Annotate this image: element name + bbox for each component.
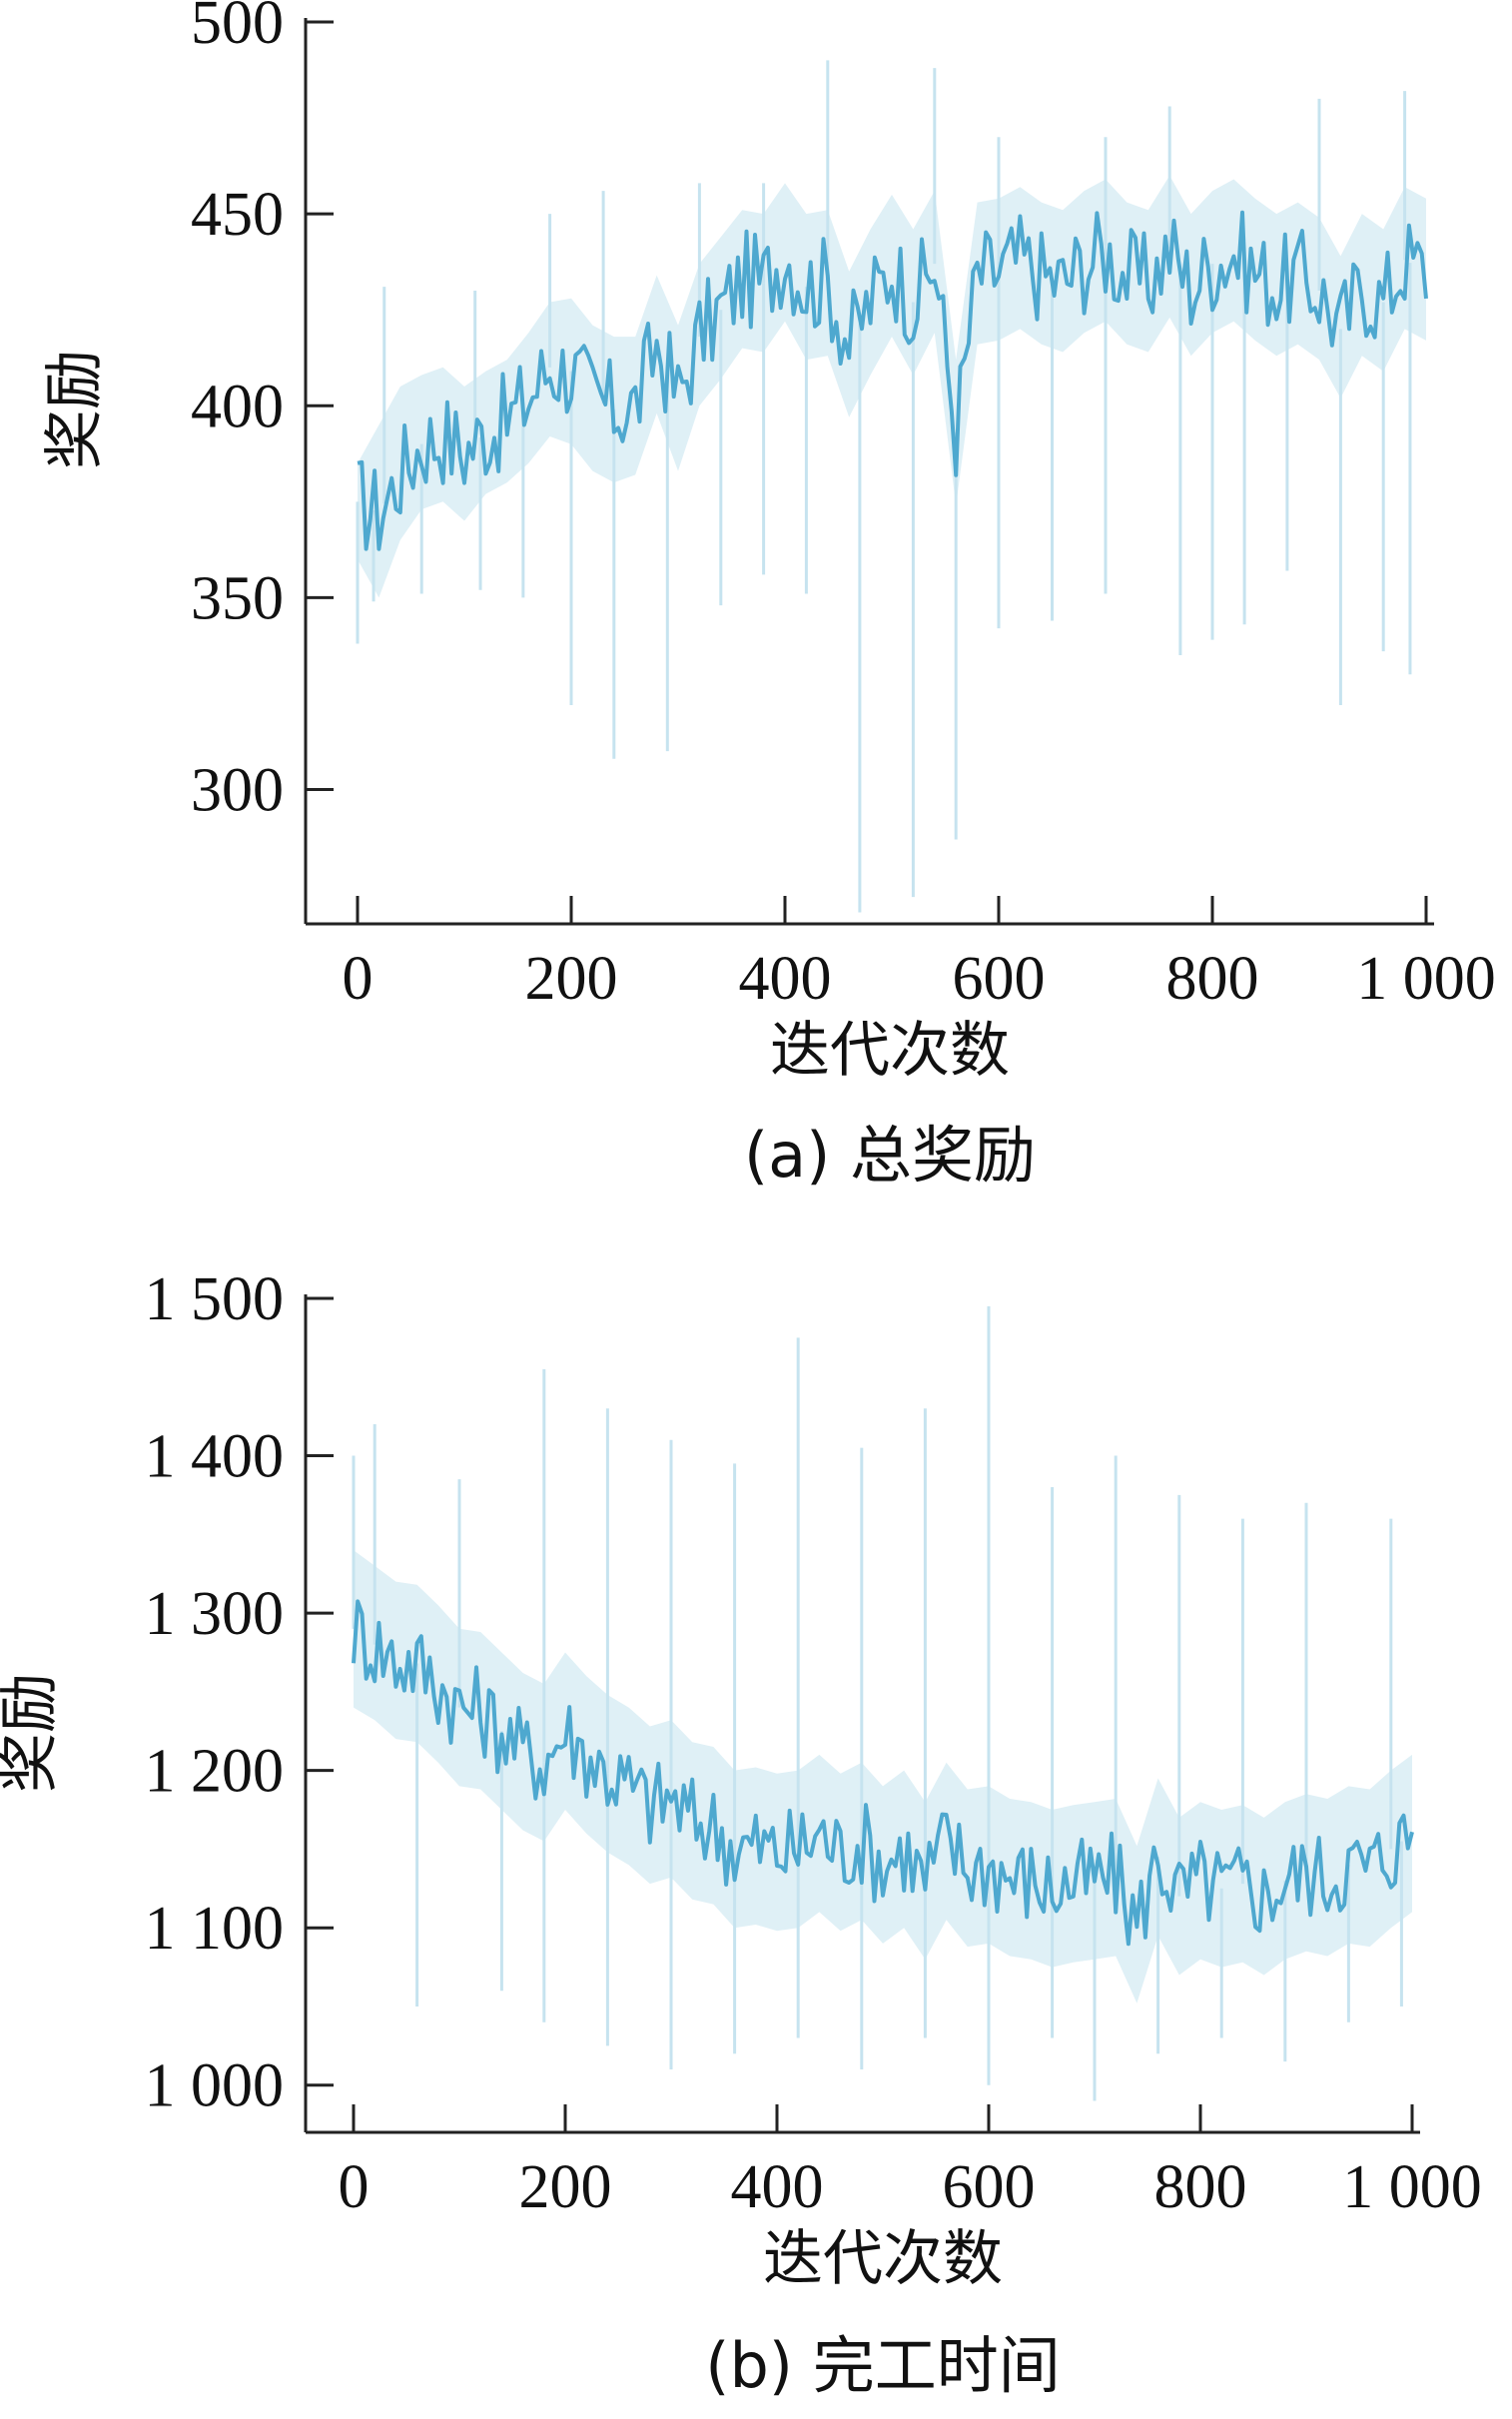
x-tick-label: 200 (519, 2153, 612, 2221)
x-axis-title: 迭代次数 (763, 2224, 1003, 2294)
y-axis-title: 奖励 (0, 1673, 65, 1793)
chart-total-reward: 300 350 400 450 500 0 200 400 600 800 1 000 奖励 迭代… (40, 0, 1496, 1192)
y-axis-title: 奖励 (40, 350, 110, 469)
raw-trace-lines (356, 60, 1412, 913)
y-tick-label: 350 (191, 564, 284, 632)
mean-reward-line (357, 210, 1428, 551)
x-tick-label: 400 (731, 2153, 824, 2221)
x-tick-label: 600 (943, 2153, 1036, 2221)
x-tick-label: 800 (1154, 2153, 1247, 2221)
y-tick-label: 450 (191, 181, 284, 249)
raw-trace-lines (352, 1305, 1403, 2101)
x-tick-label: 200 (525, 945, 618, 1013)
x-tick-label: 1 000 (1342, 2153, 1482, 2221)
y-tick-label: 1 500 (145, 1265, 285, 1333)
x-ticks: 0 200 400 600 800 1 000 (343, 896, 1496, 1013)
y-ticks: 300 350 400 450 500 (191, 0, 334, 825)
confidence-band (354, 1550, 1412, 2004)
x-tick-label: 800 (1166, 945, 1259, 1013)
y-tick-label: 500 (191, 0, 284, 57)
x-tick-label: 0 (343, 945, 374, 1013)
y-tick-label: 300 (191, 757, 284, 825)
y-tick-label: 1 400 (145, 1423, 285, 1491)
y-tick-label: 400 (191, 373, 284, 440)
x-tick-label: 600 (953, 945, 1046, 1013)
chart-completion-time: 1 000 1 100 1 200 1 300 1 400 1 500 0 200 400 60… (0, 1265, 1482, 2402)
mean-makespan-line (352, 1599, 1414, 1947)
y-tick-label: 1 300 (145, 1580, 285, 1648)
y-tick-label: 1 100 (145, 1895, 285, 1963)
caption-a: (a) 总奖励 (744, 1119, 1036, 1192)
x-tick-label: 400 (739, 945, 832, 1013)
y-ticks: 1 000 1 100 1 200 1 300 1 400 1 500 (145, 1265, 334, 2120)
x-ticks: 0 200 400 600 800 1 000 (339, 2104, 1482, 2221)
caption-b: (b) 完工时间 (705, 2329, 1060, 2402)
x-axis-title: 迭代次数 (770, 1016, 1010, 1086)
x-tick-label: 1 000 (1356, 945, 1496, 1013)
x-tick-label: 0 (339, 2153, 370, 2221)
y-tick-label: 1 200 (145, 1738, 285, 1806)
y-tick-label: 1 000 (145, 2052, 285, 2120)
